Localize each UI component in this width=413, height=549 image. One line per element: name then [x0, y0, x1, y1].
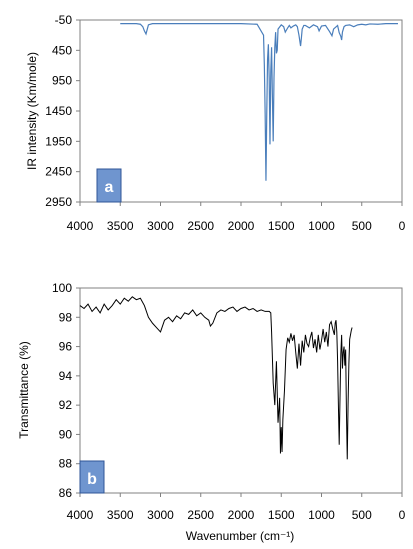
panel-a-label: a — [105, 179, 114, 196]
panel-b-x-tick-label: 500 — [352, 508, 372, 522]
panel-b-x-tick-label: 3500 — [107, 508, 134, 522]
panel-b-x-tick-label: 2500 — [187, 508, 214, 522]
panel-b-y-ticks: 100 98 96 94 92 90 88 86 — [52, 281, 80, 500]
panel-a-y-tick-label: 1450 — [45, 104, 72, 118]
panel-a: -50 450 950 1450 1950 2450 2950 4000 3500 3000 25… — [25, 13, 406, 233]
panel-b-x-tick-label: 0 — [399, 508, 406, 522]
panel-a-y-tick-label: 950 — [52, 74, 72, 88]
panel-a-y-tick-label: 450 — [52, 43, 72, 57]
panel-b-x-tick-label: 1000 — [308, 508, 335, 522]
panel-a-x-tick-label: 1500 — [268, 219, 295, 233]
panel-b-y-tick-label: 96 — [59, 340, 73, 354]
panel-b-spectrum-line — [79, 296, 353, 460]
panel-a-x-tick-label: 500 — [352, 219, 372, 233]
panel-b-plot-area — [79, 287, 403, 494]
panel-a-x-tick-label: 4000 — [67, 219, 94, 233]
panel-a-y-tick-label: -50 — [55, 13, 73, 27]
panel-a-y-ticks: -50 450 950 1450 1950 2450 2950 — [45, 13, 80, 209]
panel-a-x-tick-label: 1000 — [308, 219, 335, 233]
panel-b-x-tick-label: 2000 — [228, 508, 255, 522]
panel-a-plot-area — [79, 19, 403, 203]
panel-b-x-axis-label: Wavenumber (cm⁻¹) — [186, 529, 295, 543]
panel-b-y-tick-label: 88 — [59, 457, 73, 471]
panel-a-label-box — [96, 168, 122, 203]
panel-b-x-ticks: 4000 3500 3000 2500 2000 1500 1000 500 0 — [67, 493, 406, 522]
panel-b-y-tick-label: 100 — [52, 281, 72, 295]
panel-a-x-tick-label: 2500 — [187, 219, 214, 233]
panel-a-x-tick-label: 0 — [399, 219, 406, 233]
panel-a-y-tick-label: 1950 — [45, 134, 72, 148]
panel-a-y-axis-label: IR intensity (Km/mole) — [25, 52, 39, 170]
panel-b-y-tick-label: 92 — [59, 398, 73, 412]
panel-b-y-tick-label: 90 — [59, 427, 73, 441]
panel-b-y-axis-label: Transmittance (%) — [17, 341, 31, 439]
panel-b-x-tick-label: 1500 — [268, 508, 295, 522]
panel-b-x-tick-label: 4000 — [67, 508, 94, 522]
panel-a-x-tick-label: 2000 — [228, 219, 255, 233]
panel-b-x-tick-label: 3000 — [147, 508, 174, 522]
panel-b-y-tick-label: 94 — [59, 369, 73, 383]
panel-a-x-ticks: 4000 3500 3000 2500 2000 1500 1000 500 0 — [67, 202, 406, 233]
panel-b-y-tick-label: 86 — [59, 486, 73, 500]
panel-b-label: b — [87, 471, 97, 488]
panel-b-y-tick-label: 98 — [59, 310, 73, 324]
panel-b-label-box — [79, 460, 105, 494]
panel-a-y-tick-label: 2950 — [45, 195, 72, 209]
panel-a-spectrum-line — [120, 23, 398, 181]
panel-b: 100 98 96 94 92 90 88 86 4000 3500 3000 2500 2000 15… — [17, 281, 406, 543]
panel-a-y-tick-label: 2450 — [45, 165, 72, 179]
panel-a-x-tick-label: 3000 — [147, 219, 174, 233]
panel-a-x-tick-label: 3500 — [107, 219, 134, 233]
